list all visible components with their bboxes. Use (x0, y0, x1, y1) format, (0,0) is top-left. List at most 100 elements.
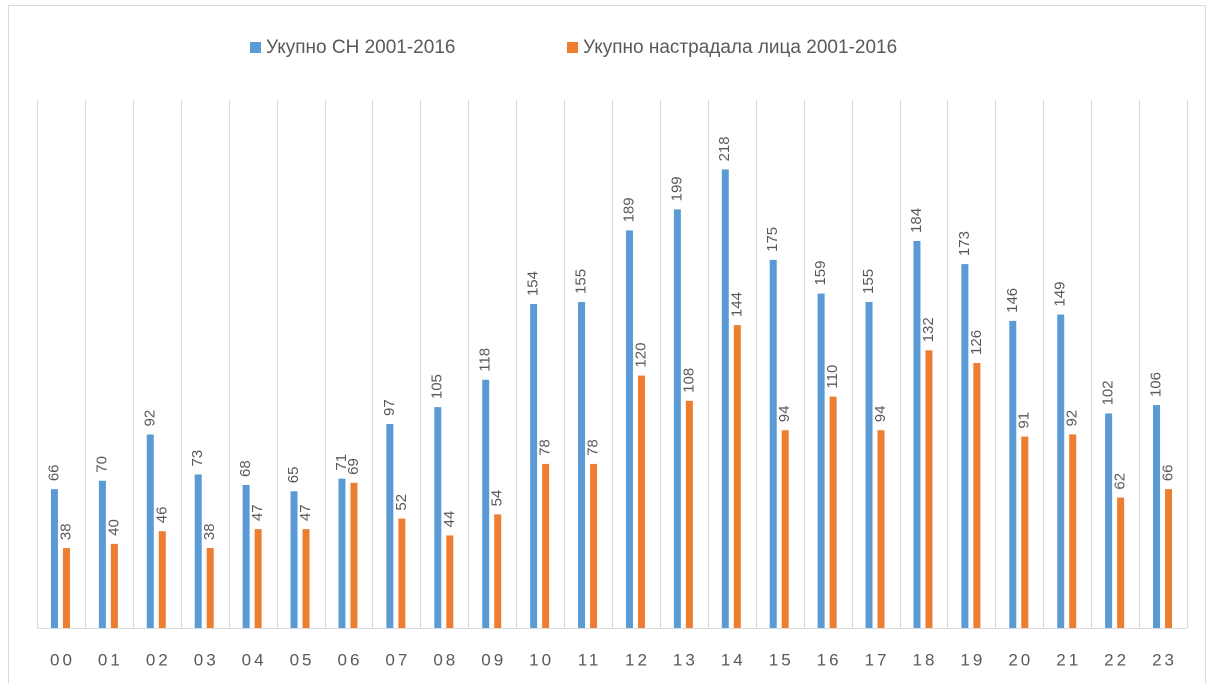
bar (290, 491, 298, 628)
x-tick-label: 06 (337, 650, 362, 669)
data-label: 144 (728, 292, 745, 317)
bar (973, 362, 981, 628)
bar (721, 169, 729, 628)
legend-swatch (250, 42, 261, 53)
bar (685, 400, 693, 628)
bar (398, 518, 406, 628)
data-label: 189 (620, 197, 637, 222)
bar (542, 463, 550, 628)
data-label: 155 (573, 269, 590, 294)
bar (302, 529, 310, 628)
bar (206, 548, 214, 628)
data-label: 97 (381, 399, 398, 416)
data-label: 126 (968, 330, 985, 355)
bar (50, 489, 58, 628)
data-label: 118 (477, 348, 494, 372)
data-label: 66 (1160, 464, 1177, 481)
bar (1057, 314, 1065, 628)
bar (530, 304, 538, 628)
x-tick-label: 15 (769, 650, 794, 669)
data-label: 218 (716, 136, 733, 161)
x-tick-label: 16 (817, 650, 842, 669)
data-label: 38 (201, 523, 218, 540)
data-label: 47 (297, 504, 314, 521)
bar (961, 264, 969, 628)
bar (146, 434, 154, 628)
bar (350, 482, 358, 628)
data-label: 149 (1052, 282, 1069, 307)
bar (781, 430, 789, 628)
bar (446, 535, 454, 628)
data-label: 70 (93, 456, 110, 473)
data-label: 68 (237, 460, 254, 477)
bar (673, 209, 681, 628)
x-tick-label: 21 (1056, 650, 1081, 669)
bar (194, 474, 202, 628)
legend-swatch (567, 42, 578, 53)
bar (1009, 320, 1017, 628)
bar (98, 480, 106, 628)
x-tick-label: 17 (865, 650, 890, 669)
data-label: 71 (333, 454, 350, 471)
data-label: 40 (105, 519, 122, 536)
data-label: 155 (860, 269, 877, 294)
x-tick-label: 23 (1152, 650, 1177, 669)
bar (733, 325, 741, 628)
data-label: 78 (585, 439, 602, 456)
bar (494, 514, 502, 628)
bar (1021, 436, 1029, 628)
x-tick-label: 19 (960, 650, 985, 669)
bar (625, 230, 633, 629)
bar (386, 423, 394, 628)
bar (1105, 413, 1113, 628)
bar (158, 531, 166, 628)
data-label: 52 (393, 494, 410, 511)
data-label: 69 (345, 458, 362, 475)
x-tick-label: 07 (385, 650, 410, 669)
x-tick-label: 13 (673, 650, 698, 669)
data-label: 92 (1064, 410, 1081, 427)
data-label: 120 (632, 343, 649, 368)
data-label: 94 (872, 406, 889, 423)
data-label: 91 (1016, 412, 1033, 429)
x-tick-label: 11 (578, 650, 602, 669)
data-label: 199 (668, 176, 685, 201)
data-label: 146 (1004, 288, 1021, 313)
data-label: 73 (189, 450, 206, 467)
bar (62, 548, 70, 628)
data-label: 184 (908, 208, 925, 233)
data-label: 78 (537, 439, 554, 456)
bar (817, 293, 825, 628)
data-label: 175 (764, 227, 781, 252)
x-tick-label: 00 (50, 650, 75, 669)
data-label: 105 (429, 374, 446, 399)
x-tick-label: 03 (194, 650, 219, 669)
bar (590, 463, 598, 628)
data-label: 94 (776, 406, 793, 423)
x-tick-label: 22 (1104, 650, 1129, 669)
data-label: 38 (57, 523, 74, 540)
bar (434, 407, 442, 628)
x-tick-label: 14 (721, 650, 746, 669)
bar (578, 301, 586, 628)
x-tick-label: 02 (146, 650, 171, 669)
bar (254, 529, 262, 628)
x-tick-label: 12 (625, 650, 650, 669)
data-label: 159 (812, 260, 829, 285)
legend-label: Укупно настрадала лица 2001-2016 (583, 37, 897, 58)
legend-label: Укупно СН 2001-2016 (266, 37, 455, 58)
bar (769, 259, 777, 628)
data-label: 62 (1112, 473, 1129, 490)
bar (925, 350, 933, 628)
x-tick-label: 05 (290, 650, 315, 669)
x-tick-label: 20 (1008, 650, 1033, 669)
data-label: 66 (45, 464, 62, 481)
x-tick-label: 10 (529, 650, 554, 669)
x-tick-label: 09 (481, 650, 506, 669)
data-label: 173 (956, 231, 973, 256)
bar (829, 396, 837, 628)
data-label: 46 (153, 507, 170, 524)
data-label: 102 (1100, 380, 1117, 405)
bar (913, 240, 921, 628)
